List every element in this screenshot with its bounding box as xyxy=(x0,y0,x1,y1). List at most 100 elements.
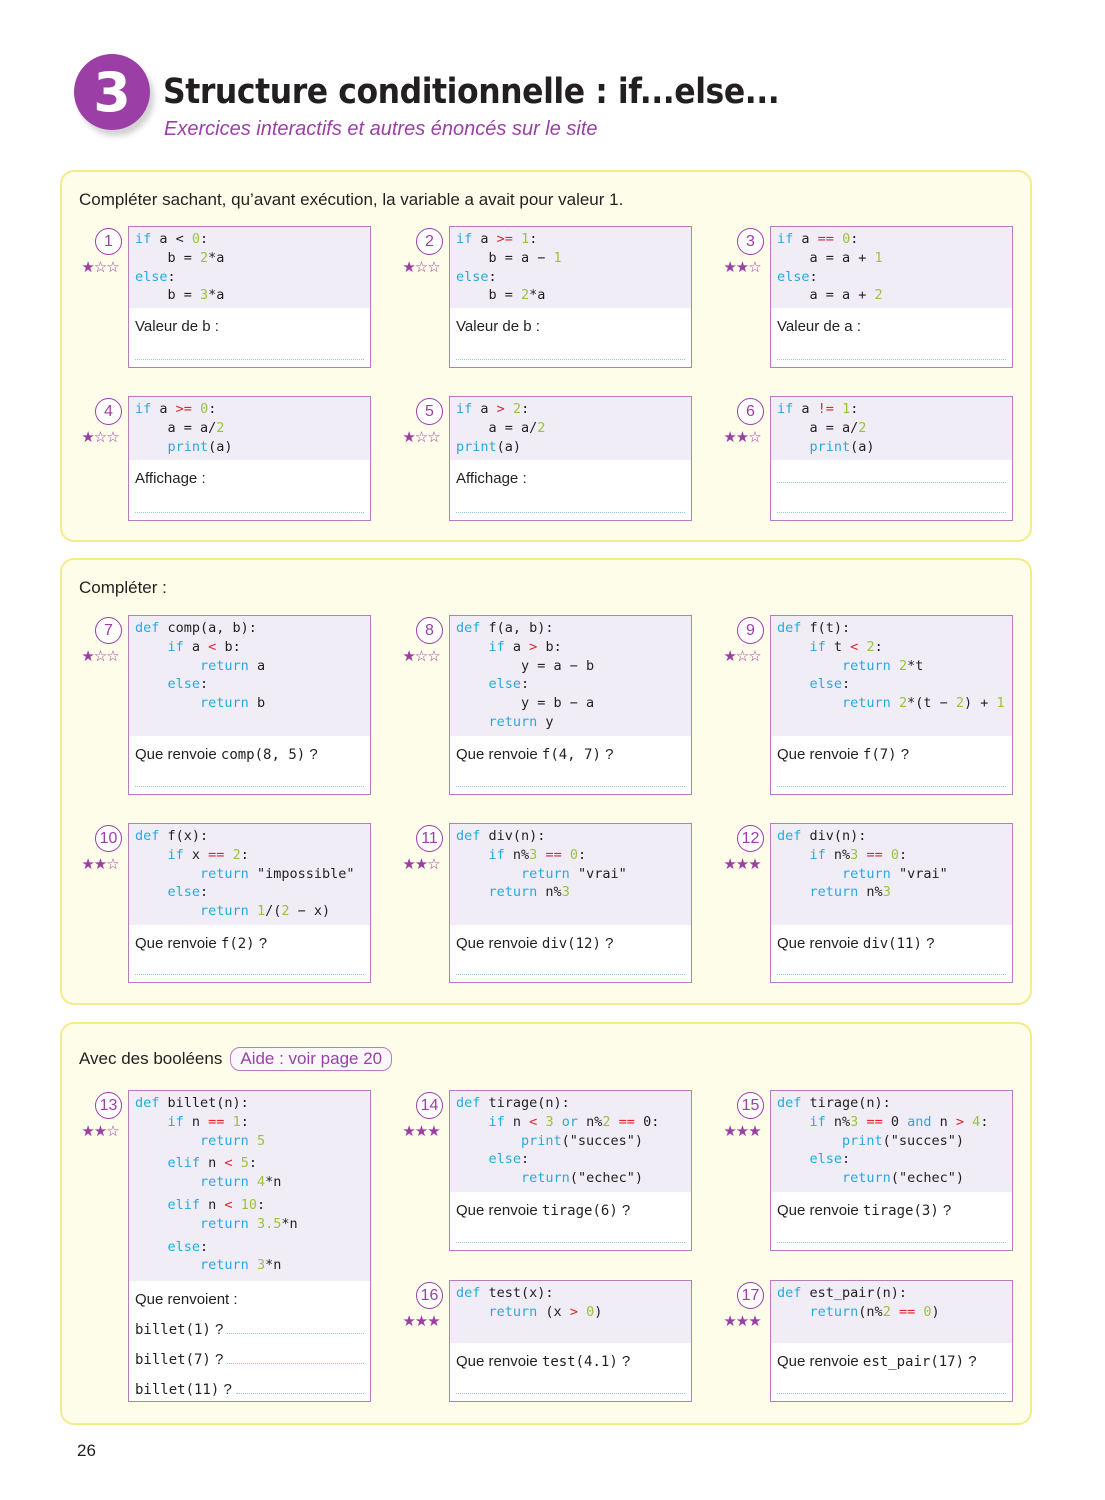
code-token: : xyxy=(874,638,883,655)
code-token: 2 xyxy=(216,419,225,436)
code-token: *t xyxy=(907,657,924,674)
code-token: "vrai" xyxy=(569,865,627,882)
code-token: 2 xyxy=(898,657,908,674)
question: Que renvoie tirage(6) ? xyxy=(450,1192,691,1226)
code-token xyxy=(891,1304,899,1320)
code-token: 0 xyxy=(842,231,851,247)
exercise-number: 10 xyxy=(95,825,122,852)
question-text: Que renvoie xyxy=(135,746,221,763)
answer-field[interactable] xyxy=(135,974,364,975)
code-token: def xyxy=(777,828,802,844)
question: Que renvoie div(12) ? xyxy=(450,925,691,959)
answer-field[interactable] xyxy=(456,359,685,360)
code-token: 3.5 xyxy=(256,1215,282,1232)
code-inline: div(12) xyxy=(541,936,601,952)
answer-field[interactable] xyxy=(135,512,364,513)
code-token: def xyxy=(135,1095,160,1111)
answer-field[interactable] xyxy=(135,786,364,787)
aide-link[interactable]: Aide : voir page 20 xyxy=(230,1047,393,1071)
question: Valeur de b : xyxy=(450,308,691,342)
answer-field[interactable] xyxy=(135,359,364,360)
code-token: *(t − xyxy=(907,695,956,712)
code-token: (a) xyxy=(208,438,233,455)
code-token xyxy=(456,676,489,692)
code-token xyxy=(456,1151,489,1167)
code-token xyxy=(964,1114,972,1130)
code-token: > xyxy=(496,401,505,417)
exercise-number: 9 xyxy=(737,617,764,644)
code-token: 1 xyxy=(996,695,1005,712)
code-token: 1 xyxy=(232,1113,241,1130)
answer-field[interactable] xyxy=(227,1333,364,1334)
code-token: : xyxy=(248,1155,257,1172)
answer-field[interactable] xyxy=(456,786,685,787)
code-token: ) + xyxy=(964,695,997,712)
question: Affichage : xyxy=(129,460,370,494)
answer-field[interactable] xyxy=(227,1363,364,1364)
answer-field[interactable] xyxy=(777,1393,1006,1394)
question-text: ? xyxy=(617,1202,631,1219)
question-text: Que renvoie xyxy=(777,1202,863,1219)
exercise-card: def est_pair(n): return(n%2 == 0) Que ren… xyxy=(770,1280,1013,1402)
answer-field[interactable] xyxy=(777,482,1006,483)
code-token: if xyxy=(167,846,184,863)
answer-field[interactable] xyxy=(777,1242,1006,1243)
code-token: return xyxy=(200,695,249,712)
code-token xyxy=(777,884,810,900)
code-line: return 2*t xyxy=(777,657,1006,676)
difficulty-stars: ★★★ xyxy=(402,1313,440,1330)
exercise-card: def div(n): if n%3 == 0: return "vrai" r… xyxy=(770,823,1013,983)
code-token: b xyxy=(248,695,266,712)
exercise-card: def f(a, b): if a > b: y = a − b else: y… xyxy=(449,615,692,795)
answer-field[interactable] xyxy=(777,974,1006,975)
code-token: n xyxy=(183,1113,209,1130)
difficulty-stars: ★★★ xyxy=(723,1313,761,1330)
question-text: Que renvoient : xyxy=(135,1291,238,1308)
answer-field[interactable] xyxy=(235,1393,364,1394)
code-token: if xyxy=(135,231,152,247)
code-token: a xyxy=(793,401,818,417)
code-block: def div(n): if n%3 == 0: return "vrai" r… xyxy=(771,824,1012,925)
code-token: y = b − a xyxy=(456,695,595,712)
answer-field[interactable] xyxy=(456,1242,685,1243)
code-line: return("echec") xyxy=(777,1169,1006,1188)
code-line: b = a − 1 xyxy=(456,249,685,268)
code-token xyxy=(249,1257,257,1273)
code-token: else xyxy=(456,268,489,285)
answer-field[interactable] xyxy=(777,786,1006,787)
code-token xyxy=(834,401,842,417)
code-token: > xyxy=(529,638,538,655)
code-token: ("echec") xyxy=(569,1170,643,1187)
answer-field[interactable] xyxy=(777,512,1006,513)
answer-field[interactable] xyxy=(456,1393,685,1394)
code-token: 0 xyxy=(569,846,578,863)
code-token: a xyxy=(151,401,176,417)
code-line: if a != 1: xyxy=(777,400,1006,419)
code-token: : xyxy=(842,676,851,693)
code-token xyxy=(456,714,489,730)
code-token xyxy=(777,439,810,455)
code-token: *n xyxy=(281,1215,298,1232)
difficulty-stars: ★☆☆ xyxy=(402,648,440,665)
answer-field[interactable] xyxy=(456,974,685,975)
code-token: return xyxy=(521,865,570,882)
code-token: : xyxy=(167,268,176,285)
code-token xyxy=(456,1133,521,1149)
code-line: return (x > 0) xyxy=(456,1303,685,1322)
question-text: ? xyxy=(210,1321,224,1338)
code-token xyxy=(777,1133,842,1149)
code-line: return y xyxy=(456,713,685,732)
code-line: return 1/(2 − x) xyxy=(135,902,364,921)
code-line: def tirage(n): xyxy=(777,1094,1006,1113)
code-token: == xyxy=(208,1113,225,1130)
answer-field[interactable] xyxy=(777,359,1006,360)
difficulty-stars: ★☆☆ xyxy=(81,648,119,665)
code-line: def est_pair(n): xyxy=(777,1284,1006,1303)
code-inline: f(4, 7) xyxy=(541,747,601,763)
code-token: b = xyxy=(135,249,201,266)
question: Que renvoie f(7) ? xyxy=(771,736,1012,770)
code-line: a = a/2 xyxy=(777,419,1006,438)
exercise-number: 7 xyxy=(95,617,122,644)
answer-field[interactable] xyxy=(456,512,685,513)
code-token xyxy=(135,1114,168,1130)
